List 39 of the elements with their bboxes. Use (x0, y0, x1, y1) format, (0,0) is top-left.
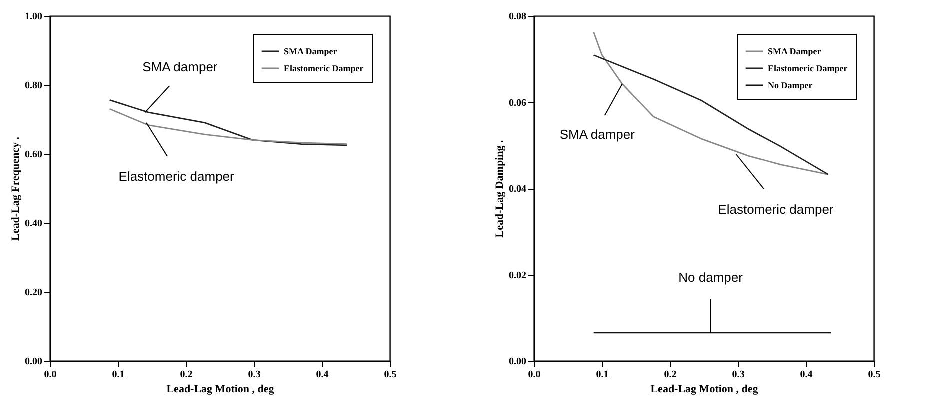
x-axis-title: Lead-Lag Motion , deg (166, 384, 275, 396)
x-tick-label: 0.4 (316, 370, 329, 380)
annotation: Elastomeric damper (718, 202, 834, 217)
y-tick-label: 0.20 (25, 288, 42, 298)
x-tick-label: 0.5 (868, 370, 881, 380)
annotation: SMA damper (142, 60, 218, 75)
y-tick-label: 0.40 (25, 218, 42, 230)
y-tick-label: 0.08 (509, 12, 526, 22)
x-axis-title: Lead-Lag Motion , deg (650, 384, 759, 396)
y-tick-label: 0.00 (25, 356, 42, 368)
x-tick-label: 0.1 (112, 370, 125, 380)
x-tick-label: 0.0 (528, 370, 541, 380)
y-axis-title: Lead-Lag Frequency . (10, 136, 22, 241)
legend-label: Elastomeric Damper (284, 64, 364, 74)
x-tick-label: 0.1 (596, 370, 609, 380)
legend-label: SMA Damper (284, 46, 338, 56)
y-tick-label: 0.00 (509, 356, 526, 368)
y-tick-label: 0.80 (25, 80, 42, 92)
annotation: Elastomeric damper (118, 168, 236, 184)
x-tick-label: 0.5 (384, 370, 397, 380)
legend-label: SMA Damper (768, 46, 822, 56)
x-tick-label: 0.3 (248, 370, 261, 380)
x-tick-label: 0.4 (800, 370, 813, 380)
y-tick-label: 0.60 (25, 150, 42, 160)
y-tick-label: 0.04 (509, 184, 526, 195)
x-tick-label: 0.2 (664, 370, 677, 380)
y-tick-label: 0.06 (509, 98, 526, 109)
line-series (109, 99, 348, 146)
legend-label: No Damper (768, 80, 813, 90)
y-tick-label: 1.00 (25, 12, 42, 22)
x-tick-label: 0.0 (44, 370, 57, 380)
legend-label: Elastomeric Damper (768, 64, 848, 74)
annotation: No damper (678, 270, 744, 285)
y-axis-title: Lead-Lag Damping . (494, 140, 506, 238)
x-tick-label: 0.2 (180, 370, 193, 380)
y-tick-label: 0.02 (509, 270, 526, 282)
x-tick-label: 0.3 (732, 370, 745, 380)
annotation: SMA damper (560, 127, 636, 142)
line-series (109, 108, 348, 146)
